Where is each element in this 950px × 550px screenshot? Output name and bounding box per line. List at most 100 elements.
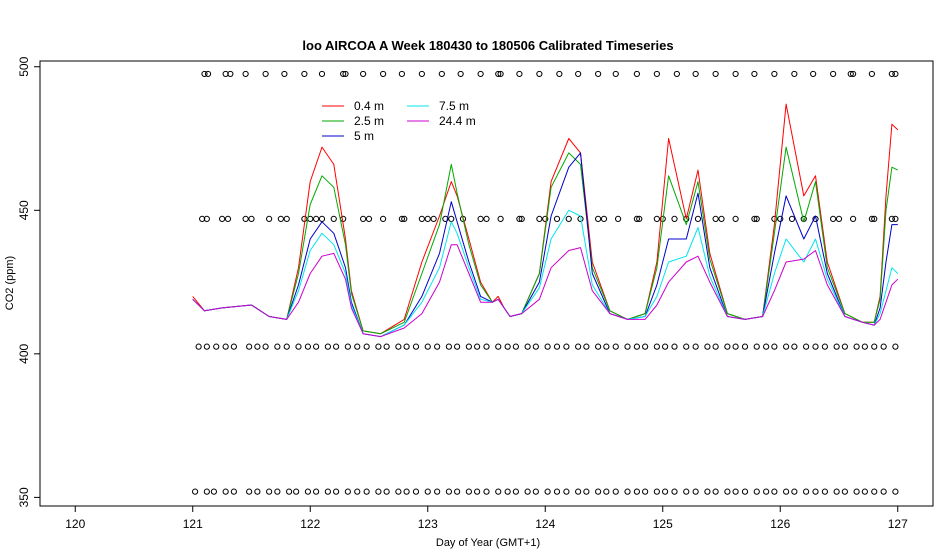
reference-point (692, 343, 699, 350)
reference-point (474, 488, 481, 495)
reference-point (653, 488, 660, 495)
reference-point (219, 215, 226, 223)
reference-point (861, 343, 868, 350)
reference-point (612, 488, 619, 495)
reference-point (313, 343, 320, 350)
reference-point (583, 343, 590, 350)
legend-label: 24.4 m (439, 114, 476, 128)
reference-point (633, 70, 641, 78)
reference-point (465, 343, 472, 350)
reference-point (847, 70, 854, 78)
reference-point (418, 215, 425, 223)
reference-point (753, 488, 760, 495)
reference-point (283, 215, 290, 223)
reference-point (254, 488, 261, 495)
reference-point (518, 215, 525, 223)
reference-point (398, 70, 405, 78)
y-axis: 350 400 450 500 (17, 56, 40, 507)
reference-point (871, 488, 878, 495)
reference-point (595, 70, 602, 78)
reference-point (318, 70, 326, 78)
reference-point (888, 70, 895, 78)
reference-point (457, 70, 464, 78)
reference-point (324, 488, 331, 495)
reference-point (262, 343, 269, 350)
reference-point (248, 215, 255, 223)
reference-point (363, 343, 370, 350)
reference-point (333, 488, 340, 495)
reference-point (595, 488, 602, 495)
reference-point (483, 215, 490, 223)
legend: 0.4 m2.5 m5 m 7.5 m24.4 m (322, 99, 476, 143)
reference-point (712, 70, 719, 78)
reference-point (553, 488, 561, 495)
reference-point (833, 343, 840, 350)
reference-point (732, 488, 739, 495)
reference-point (230, 343, 237, 350)
reference-point (401, 215, 408, 223)
reference-point (892, 343, 899, 350)
reference-point (595, 215, 602, 223)
reference-point (504, 343, 511, 350)
reference-point (871, 215, 878, 223)
reference-point (683, 215, 690, 223)
reference-point (442, 215, 449, 223)
reference-point (712, 488, 719, 495)
reference-point (222, 488, 229, 495)
reference-point (380, 215, 387, 223)
reference-point (424, 488, 431, 495)
reference-point (612, 343, 619, 350)
reference-point (283, 343, 290, 350)
reference-point (375, 488, 382, 495)
reference-point (477, 215, 484, 223)
reference-point (224, 215, 232, 223)
reference-point (465, 488, 472, 495)
reference-points (192, 70, 899, 495)
reference-point (718, 215, 725, 223)
reference-point (293, 488, 300, 495)
reference-point (565, 215, 572, 223)
reference-point (295, 343, 302, 350)
reference-point (892, 70, 899, 78)
reference-point (398, 215, 405, 223)
reference-point (230, 488, 237, 495)
reference-point (704, 488, 711, 495)
reference-point (434, 343, 441, 350)
reference-point (841, 488, 848, 495)
x-axis-label: Day of Year (GMT+1) (436, 537, 540, 549)
reference-point (342, 70, 349, 78)
y-tick-label: 500 (17, 56, 31, 76)
reference-point (791, 343, 798, 350)
reference-point (835, 215, 843, 223)
reference-point (203, 343, 210, 350)
reference-point (395, 488, 402, 495)
reference-point (483, 488, 490, 495)
reference-point (274, 343, 281, 350)
reference-point (653, 343, 660, 350)
reference-point (204, 70, 212, 78)
reference-point (383, 488, 390, 495)
reference-point (483, 343, 490, 350)
x-tick-label: 120 (65, 517, 85, 531)
reference-point (383, 343, 390, 350)
reference-point (242, 70, 249, 78)
reference-point (254, 343, 261, 350)
reference-point (712, 343, 719, 350)
reference-point (771, 343, 778, 350)
reference-point (403, 488, 410, 495)
reference-point (192, 488, 199, 495)
reference-point (812, 343, 819, 350)
reference-point (673, 70, 680, 78)
x-tick-label: 127 (888, 517, 908, 531)
reference-point (495, 488, 502, 495)
reference-point (777, 215, 784, 223)
reference-point (861, 488, 868, 495)
reference-point (203, 215, 210, 223)
reference-point (512, 343, 519, 350)
reference-point (365, 215, 373, 223)
reference-point (791, 70, 798, 78)
reference-point (880, 343, 887, 350)
x-tick-label: 124 (535, 517, 555, 531)
